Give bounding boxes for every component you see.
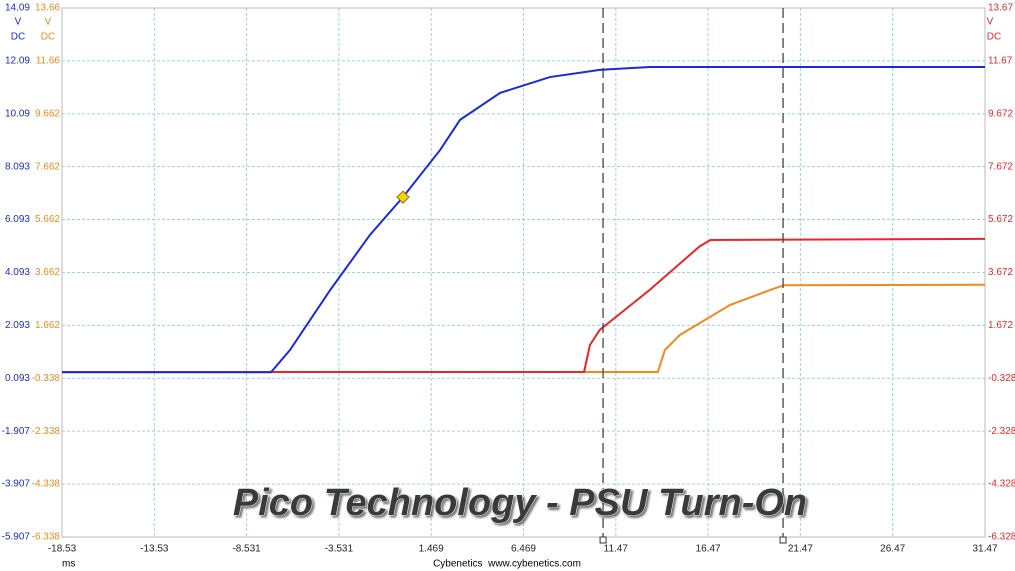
y-tick-label: 7.672 bbox=[988, 161, 1013, 172]
y-tick-label: 3.672 bbox=[988, 267, 1013, 278]
y-tick-label: -0.328 bbox=[988, 373, 1015, 384]
y-tick-label: -6.338 bbox=[32, 532, 61, 543]
y-tick-label: 11.66 bbox=[36, 56, 61, 67]
y-tick-label: 13.66 bbox=[35, 3, 60, 14]
x-tick-label: -8.531 bbox=[232, 544, 261, 555]
y-tick-label: 5.662 bbox=[35, 214, 60, 225]
x-tick-label: 1.469 bbox=[419, 544, 444, 555]
x-tick-label: -3.531 bbox=[325, 544, 354, 555]
cursor-handle bbox=[779, 536, 787, 544]
x-tick-label: 26.47 bbox=[880, 544, 905, 555]
y-tick-label: -2.338 bbox=[32, 426, 61, 437]
axis-unit: V bbox=[15, 17, 22, 28]
y-tick-label: 12.09 bbox=[5, 56, 30, 67]
y-tick-label: -2.328 bbox=[988, 426, 1015, 437]
y-tick-label: 2.093 bbox=[5, 320, 30, 331]
x-tick-label: 11.47 bbox=[604, 544, 629, 555]
y-tick-label: -5.907 bbox=[2, 532, 31, 543]
y-tick-label: 7.662 bbox=[35, 161, 60, 172]
y-tick-label: 9.662 bbox=[35, 108, 60, 119]
plot-frame bbox=[61, 7, 986, 538]
y-tick-label: 9.672 bbox=[988, 108, 1013, 119]
y-tick-label: 1.672 bbox=[988, 320, 1013, 331]
axis-coupling: DC bbox=[41, 32, 55, 43]
series-line bbox=[62, 237, 986, 373]
axis-unit: V bbox=[45, 17, 52, 28]
y-tick-label: 10.09 bbox=[5, 108, 30, 119]
series-line bbox=[62, 65, 985, 374]
credit: Cybenetics www.cybenetics.com bbox=[433, 559, 581, 570]
x-tick-label: -13.53 bbox=[140, 544, 169, 555]
y-tick-label: -4.328 bbox=[988, 479, 1015, 490]
y-tick-label: 1.662 bbox=[35, 320, 60, 331]
y-tick-label: 13.67 bbox=[988, 3, 1013, 14]
axis-unit: V bbox=[987, 17, 994, 28]
x-tick-label: 31.47 bbox=[972, 544, 997, 555]
y-tick-label: 4.093 bbox=[5, 267, 30, 278]
y-tick-label: -0.338 bbox=[32, 373, 61, 384]
x-tick-label: 21.47 bbox=[788, 544, 813, 555]
y-tick-label: -6.328 bbox=[988, 532, 1015, 543]
x-axis-label: ms bbox=[62, 559, 75, 570]
y-tick-label: 8.093 bbox=[5, 161, 30, 172]
trigger-marker bbox=[396, 190, 410, 204]
y-tick-label: 11.67 bbox=[988, 56, 1013, 67]
y-tick-label: 6.093 bbox=[5, 214, 30, 225]
x-tick-label: 6.469 bbox=[511, 544, 536, 555]
y-tick-label: -4.338 bbox=[32, 479, 61, 490]
x-tick-label: 16.47 bbox=[696, 544, 721, 555]
axis-coupling: DC bbox=[987, 32, 1001, 43]
y-tick-label: 5.672 bbox=[988, 214, 1013, 225]
x-tick-label: -18.53 bbox=[48, 544, 77, 555]
axis-coupling: DC bbox=[11, 32, 25, 43]
chart-title: Pico Technology - PSU Turn-On bbox=[233, 482, 807, 524]
y-tick-label: 14.09 bbox=[5, 3, 30, 14]
y-tick-label: 3.662 bbox=[35, 267, 60, 278]
y-tick-label: 0.093 bbox=[5, 373, 30, 384]
y-tick-label: -3.907 bbox=[2, 479, 31, 490]
y-tick-label: -1.907 bbox=[2, 426, 31, 437]
cursor-handle bbox=[599, 536, 607, 544]
